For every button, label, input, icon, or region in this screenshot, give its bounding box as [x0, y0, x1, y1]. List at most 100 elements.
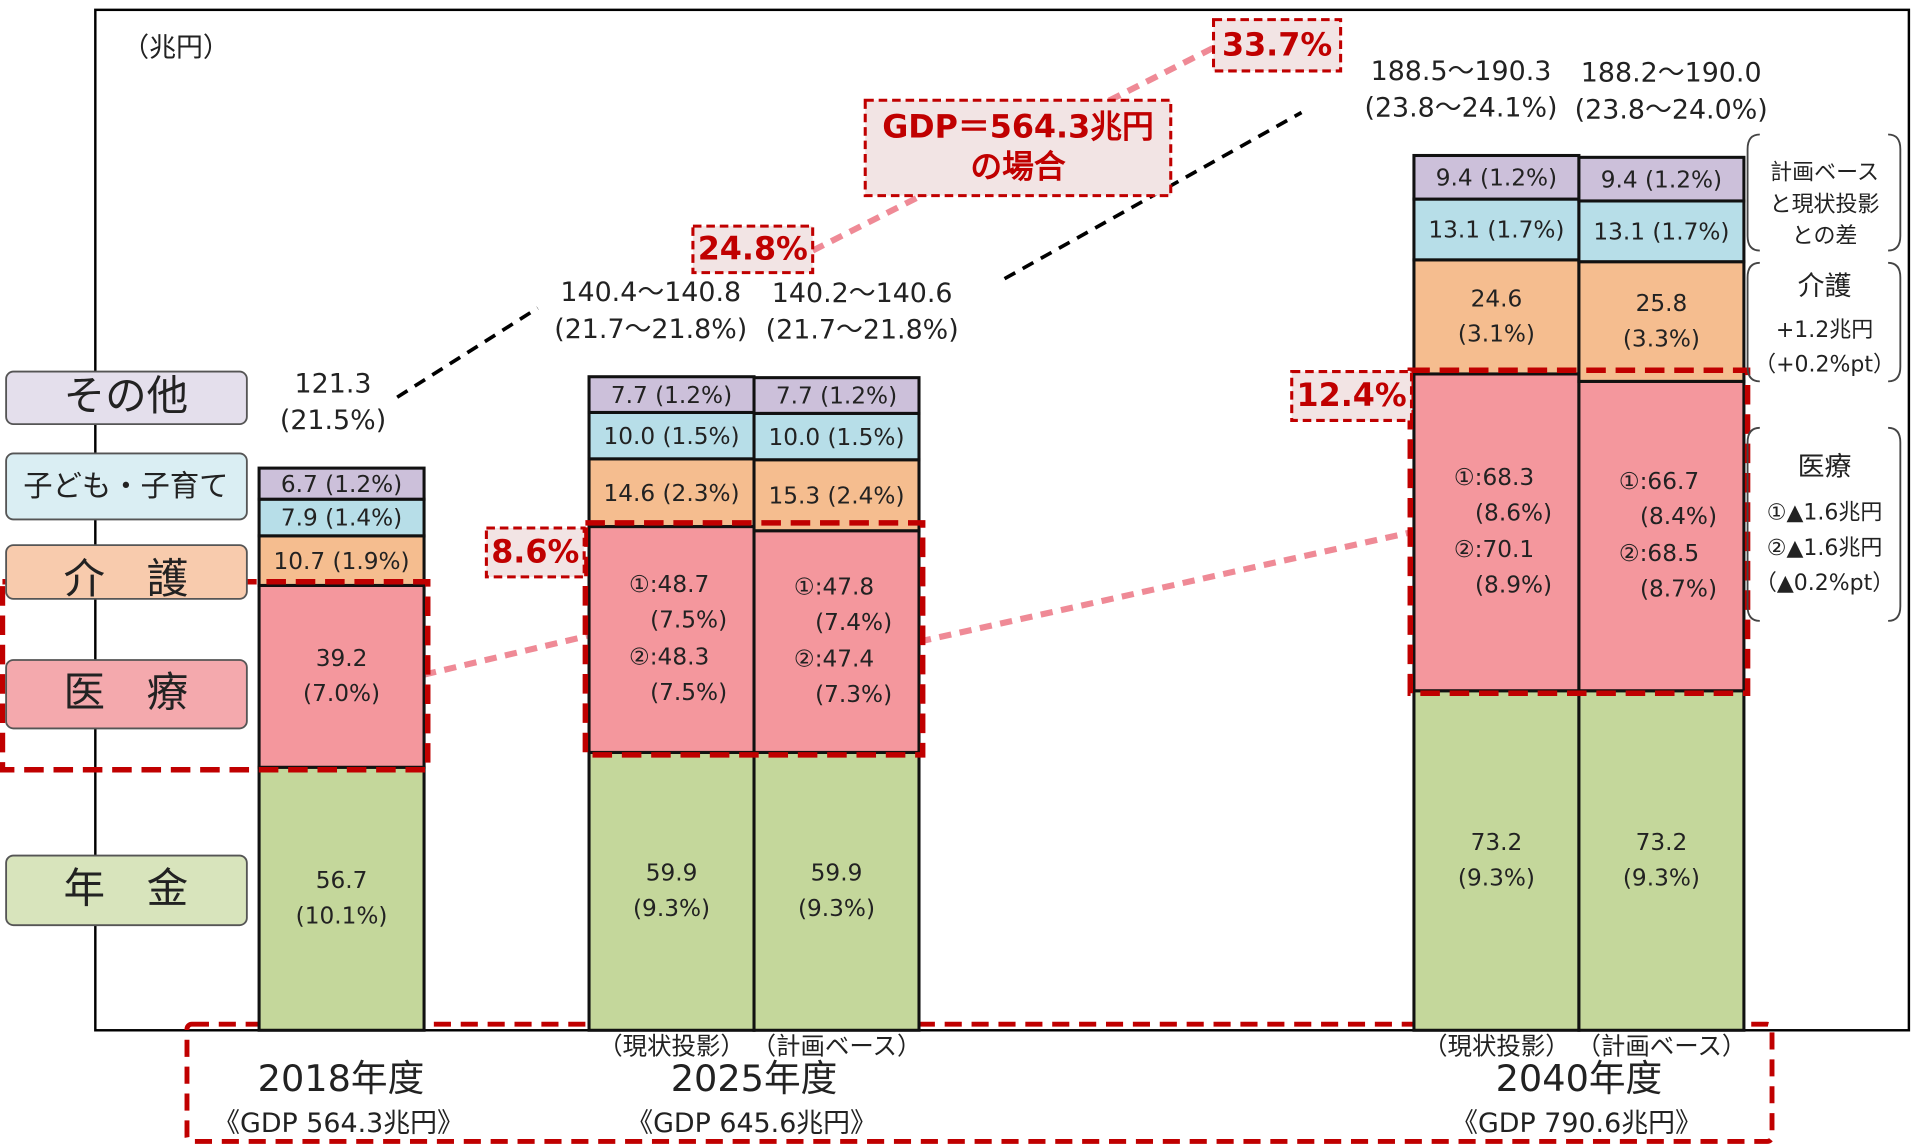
data-label: ①:48.7 [629, 571, 709, 598]
data-label-share: (2.3%) [663, 479, 740, 506]
data-label: ①:68.3 [1454, 464, 1534, 491]
data-label: 73.2 [1636, 829, 1688, 856]
bar-segment [587, 525, 756, 754]
data-label: 7.7 (1.2%) [611, 381, 732, 408]
data-label: 13.1 (1.7%) [1593, 218, 1729, 245]
data-label: 39.2 [316, 645, 368, 672]
data-label-share: (1.7%) [1652, 218, 1729, 245]
bar-segment [257, 497, 426, 538]
data-label: 24.6 [1471, 285, 1523, 312]
annotation: GDP＝564.3兆円 [882, 109, 1154, 145]
data-label: (9.3%) [1458, 864, 1535, 891]
data-label: (10.1%) [296, 903, 388, 930]
diff-note: ①▲1.6兆円 [1767, 500, 1883, 525]
x-tick-label: （計画ベース） [752, 1031, 922, 1060]
data-label-value: 7.7 [776, 382, 813, 409]
data-label: (7.5%) [650, 607, 727, 634]
connector [396, 306, 539, 399]
diff-note: 計画ベース [1770, 161, 1879, 186]
annotation: 24.8% [698, 232, 808, 268]
data-label-value: 9.4 [1436, 164, 1473, 191]
annotation-box [484, 526, 586, 579]
annotation-box [1211, 18, 1343, 73]
bar-segment [1412, 689, 1581, 1032]
data-label: 10.7 (1.9%) [274, 547, 410, 574]
legend-box [5, 544, 248, 600]
bar-segment [587, 375, 756, 414]
bar-segment [1412, 258, 1581, 376]
x-group-label: 2040年度 [1496, 1057, 1663, 1100]
data-label: ②:70.1 [1454, 536, 1534, 563]
data-label: 10.0 (1.5%) [768, 423, 904, 450]
diff-note: +1.2兆円 [1776, 318, 1873, 343]
diff-note: ②▲1.6兆円 [1767, 536, 1883, 561]
x-group-label: 2018年度 [258, 1057, 425, 1100]
legend-box [5, 370, 248, 426]
total-share-label: (23.8～24.0%) [1575, 94, 1768, 125]
legend-box [5, 452, 248, 521]
bar-segment [257, 534, 426, 587]
annotation: 12.4% [1297, 378, 1407, 414]
data-label: 13.1 (1.7%) [1428, 216, 1564, 243]
total-share-label: (21.7～21.8%) [766, 315, 959, 346]
diff-note: （▲0.2%pt） [1755, 571, 1894, 596]
data-label: (7.4%) [815, 609, 892, 636]
annotation-box [863, 98, 1173, 198]
total-label: 188.2～190.0 [1581, 58, 1762, 89]
data-label-value: 14.6 [603, 479, 655, 506]
bar-segment [1577, 155, 1746, 203]
data-label: (8.6%) [1475, 500, 1552, 527]
annotation: の場合 [970, 150, 1066, 186]
data-label: (8.4%) [1640, 503, 1717, 530]
data-label: ②:68.5 [1619, 540, 1699, 567]
data-label: 73.2 [1471, 829, 1523, 856]
data-label-value: 15.3 [768, 482, 820, 509]
data-label: (9.3%) [1623, 864, 1700, 891]
data-label: (9.3%) [798, 895, 875, 922]
total-share-label: (23.8～24.1%) [1364, 93, 1557, 124]
data-label-share: (1.2%) [1645, 166, 1722, 193]
diff-note: （+0.2%pt） [1754, 352, 1895, 377]
total-label: 140.2～140.6 [772, 278, 953, 309]
data-label-share: (1.2%) [1480, 164, 1557, 191]
data-label: ①:66.7 [1619, 468, 1699, 495]
data-label: 7.7 (1.2%) [776, 382, 897, 409]
x-tick-label: （計画ベース） [1576, 1031, 1746, 1060]
bar-segment [587, 750, 756, 1032]
x-tick-label: （現状投影） [598, 1031, 745, 1060]
data-label: 9.4 (1.2%) [1601, 166, 1722, 193]
data-label: 59.9 [646, 860, 698, 887]
bar-segment [752, 529, 921, 754]
bar-segment [752, 750, 921, 1032]
data-label-value: 10.7 [274, 547, 326, 574]
total-label: 188.5～190.3 [1371, 56, 1552, 87]
data-label-value: 10.0 [768, 423, 820, 450]
data-label: 7.9 (1.4%) [281, 504, 402, 531]
data-label-share: (1.2%) [820, 382, 897, 409]
legend-label: 介 護 [64, 554, 189, 603]
gdp-label: 《GDP 790.6兆円》 [1451, 1108, 1702, 1139]
data-label-share: (1.4%) [325, 504, 402, 531]
data-label: (9.3%) [633, 895, 710, 922]
data-label-value: 10.0 [603, 422, 655, 449]
diff-note: 医療 [1798, 452, 1852, 483]
bar-segment [257, 765, 426, 1032]
data-label: (3.3%) [1623, 325, 1700, 352]
legend-label: 医 療 [64, 667, 189, 716]
bar-segment [752, 411, 921, 462]
annotation-box [691, 224, 815, 275]
gdp-label: 《GDP 564.3兆円》 [213, 1108, 464, 1139]
connector [918, 528, 1415, 645]
data-label: (7.3%) [815, 681, 892, 708]
legend-label: 年 金 [64, 864, 189, 913]
medical-highlight [582, 520, 926, 758]
data-label: 25.8 [1636, 290, 1688, 317]
data-label: 14.6 (2.3%) [603, 479, 739, 506]
bar-segment [1577, 379, 1746, 693]
data-label-value: 7.7 [611, 381, 648, 408]
data-label: ②:48.3 [629, 643, 709, 670]
diff-note: との差 [1792, 224, 1858, 249]
data-label: 15.3 (2.4%) [768, 482, 904, 509]
